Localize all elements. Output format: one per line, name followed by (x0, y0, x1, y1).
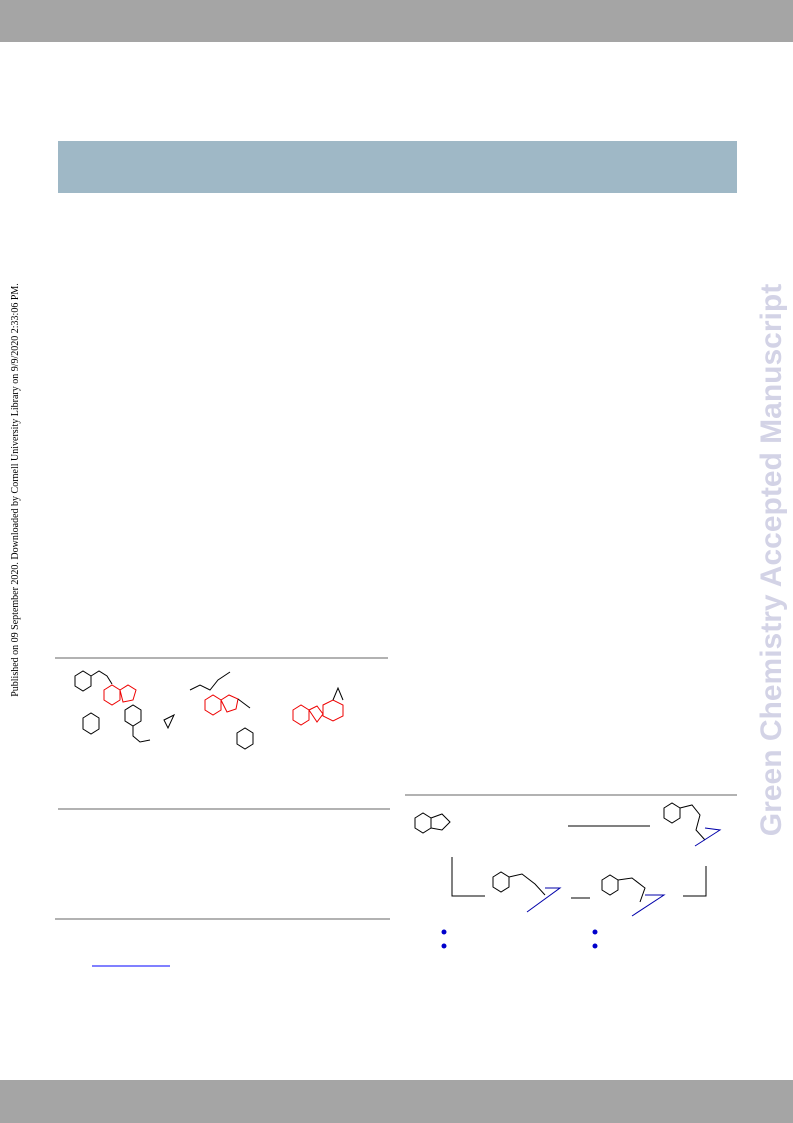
scheme-figure (414, 802, 722, 949)
header-banner (58, 141, 737, 193)
rules (55, 657, 737, 920)
watermark: Green Chemistry Accepted Manuscript (755, 284, 788, 836)
structures-figure (74, 670, 344, 750)
top-bar (0, 0, 793, 42)
publication-note: Published on 09 September 2020. Download… (10, 283, 21, 697)
bottom-bar (0, 1080, 793, 1123)
